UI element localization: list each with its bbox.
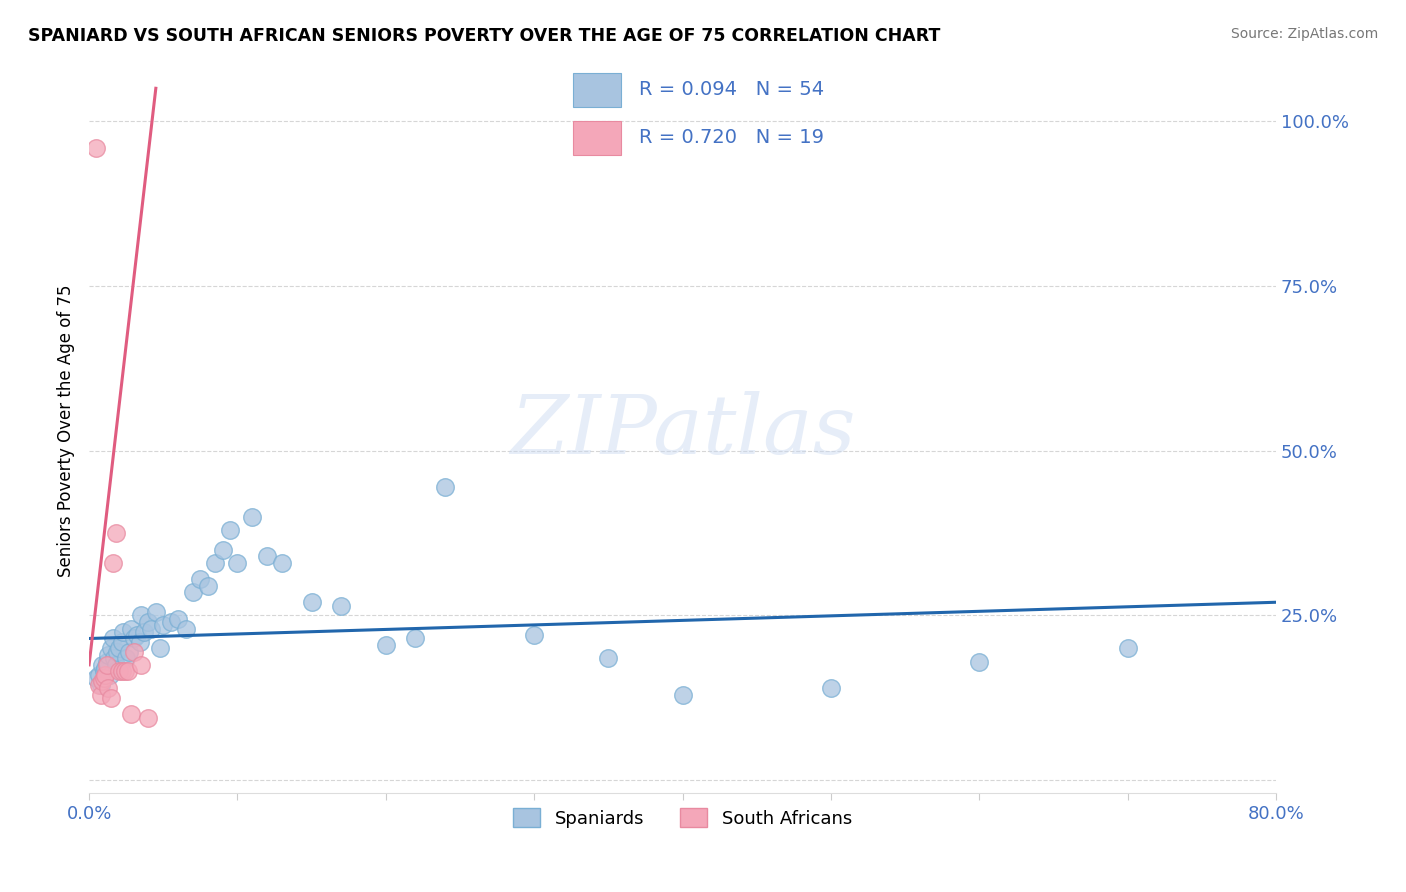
Point	[107, 641, 129, 656]
Point	[149, 641, 172, 656]
Point	[91, 657, 114, 672]
Point	[181, 585, 204, 599]
Point	[434, 480, 457, 494]
Point	[598, 651, 620, 665]
Point	[152, 618, 174, 632]
Point	[129, 608, 152, 623]
Point	[97, 648, 120, 662]
Point	[145, 605, 167, 619]
Point	[301, 595, 323, 609]
Point	[98, 667, 121, 681]
Bar	[574, 121, 621, 155]
Point	[94, 661, 117, 675]
Point	[104, 657, 127, 672]
Point	[89, 678, 111, 692]
Point	[89, 667, 111, 681]
Point	[111, 634, 134, 648]
Bar	[574, 73, 621, 106]
Point	[115, 651, 138, 665]
Point	[90, 688, 112, 702]
Point	[188, 572, 211, 586]
Point	[159, 615, 181, 629]
Text: ZIPatlas: ZIPatlas	[510, 391, 855, 471]
Point	[820, 681, 842, 695]
Text: SPANIARD VS SOUTH AFRICAN SENIORS POVERTY OVER THE AGE OF 75 CORRELATION CHART: SPANIARD VS SOUTH AFRICAN SENIORS POVERT…	[28, 27, 941, 45]
Point	[105, 645, 128, 659]
Point	[90, 678, 112, 692]
Point	[129, 657, 152, 672]
Point	[96, 655, 118, 669]
Point	[1116, 641, 1139, 656]
Point	[271, 556, 294, 570]
Point	[114, 665, 136, 679]
Point	[86, 140, 108, 154]
Point	[256, 549, 278, 563]
Point	[91, 674, 114, 689]
Point	[226, 556, 249, 570]
Point	[96, 657, 118, 672]
Legend: Spaniards, South Africans: Spaniards, South Africans	[506, 801, 859, 835]
Point	[107, 665, 129, 679]
Point	[122, 632, 145, 646]
Point	[523, 628, 546, 642]
Point	[174, 622, 197, 636]
Point	[97, 681, 120, 695]
Point	[120, 622, 142, 636]
Y-axis label: Seniors Poverty Over the Age of 75: Seniors Poverty Over the Age of 75	[58, 285, 75, 577]
Point	[111, 665, 134, 679]
Point	[101, 556, 124, 570]
Point	[967, 655, 990, 669]
Point	[118, 645, 141, 659]
Point	[125, 628, 148, 642]
Point	[103, 651, 125, 665]
Point	[120, 707, 142, 722]
Point	[374, 638, 396, 652]
Point	[132, 624, 155, 639]
Point	[104, 526, 127, 541]
Point	[240, 509, 263, 524]
Point	[94, 667, 117, 681]
Point	[219, 523, 242, 537]
Text: R = 0.720   N = 19: R = 0.720 N = 19	[640, 128, 824, 147]
Point	[167, 612, 190, 626]
Point	[138, 615, 160, 629]
Point	[112, 624, 135, 639]
Point	[100, 690, 122, 705]
Text: R = 0.094   N = 54: R = 0.094 N = 54	[640, 80, 824, 99]
Point	[671, 688, 693, 702]
Point	[138, 710, 160, 724]
Point	[404, 632, 426, 646]
Text: Source: ZipAtlas.com: Source: ZipAtlas.com	[1230, 27, 1378, 41]
Point	[141, 622, 163, 636]
Point	[93, 671, 115, 685]
Point	[100, 641, 122, 656]
Point	[128, 634, 150, 648]
Point	[86, 671, 108, 685]
Point	[93, 665, 115, 679]
Point	[122, 645, 145, 659]
Point	[204, 556, 226, 570]
Point	[117, 665, 139, 679]
Point	[330, 599, 353, 613]
Point	[101, 632, 124, 646]
Point	[197, 579, 219, 593]
Point	[211, 542, 233, 557]
